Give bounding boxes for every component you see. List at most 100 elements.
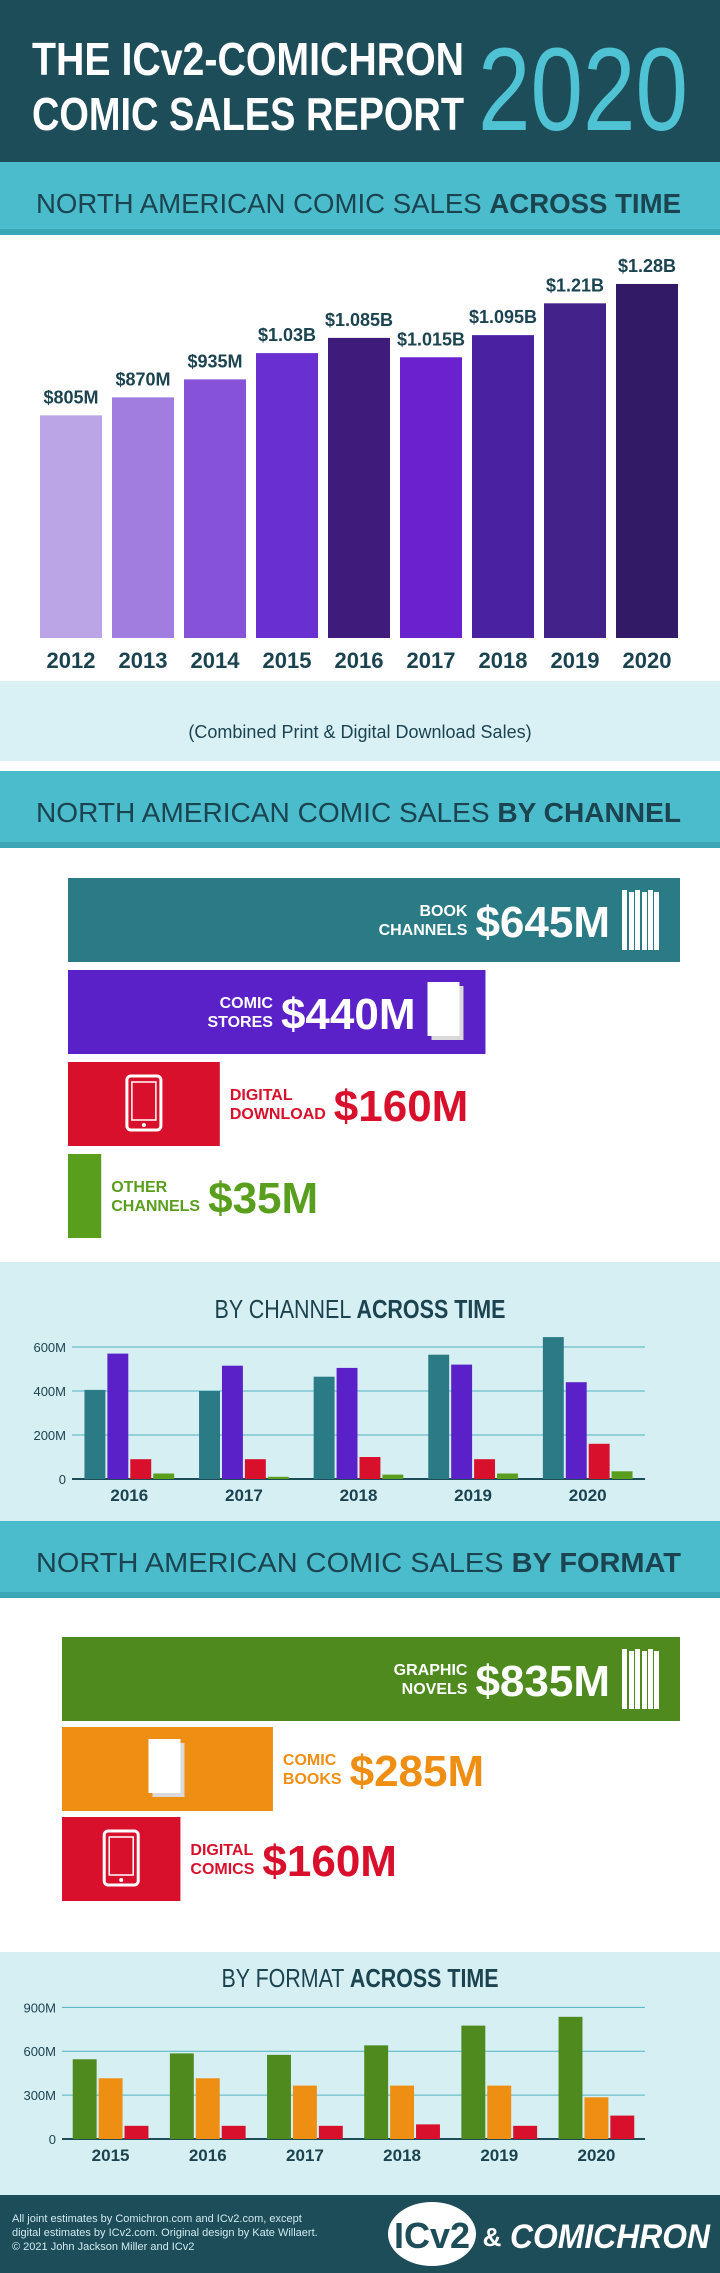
bar <box>107 1353 129 1479</box>
y-tick-label: 400M <box>33 1384 66 1399</box>
header-bg <box>0 0 720 162</box>
chart-subtitle: (Combined Print & Digital Download Sales… <box>188 722 531 742</box>
bar <box>124 2125 149 2139</box>
bar <box>72 2059 97 2139</box>
bar <box>244 1459 266 1479</box>
category-label: CHANNELS <box>111 1198 200 1215</box>
value-label: $285M <box>350 1747 485 1796</box>
category-label: DIGITAL <box>230 1087 293 1104</box>
bar <box>542 1337 564 1479</box>
category-label: COMICS <box>190 1861 254 1878</box>
x-tick-label: 2019 <box>454 1486 492 1505</box>
value-label: $935M <box>187 351 242 371</box>
x-tick-label: 2012 <box>47 648 96 673</box>
bar <box>400 357 462 638</box>
bar <box>84 1389 106 1479</box>
value-label: $870M <box>115 369 170 389</box>
value-label: $1.015B <box>397 329 465 349</box>
x-tick-label: 2017 <box>286 2146 324 2165</box>
footer-credit: digital estimates by ICv2.com. Original … <box>12 2227 318 2239</box>
x-tick-label: 2018 <box>479 648 528 673</box>
title-emphasis: ACROSS TIME <box>356 1294 505 1324</box>
section-band-edge <box>0 842 720 848</box>
icon <box>654 892 659 950</box>
bar <box>195 2078 220 2139</box>
value-label: $645M <box>475 898 610 947</box>
bar <box>153 1473 175 1479</box>
logo: COMICHRON <box>510 2218 711 2256</box>
bar <box>313 1376 335 1479</box>
icon <box>654 1651 659 1709</box>
section-title: NORTH AMERICAN COMIC SALES BY FORMAT <box>36 1547 681 1578</box>
bar <box>616 283 678 638</box>
bar <box>588 1443 610 1479</box>
title-emphasis: ACROSS TIME <box>489 188 681 219</box>
bar <box>565 1382 587 1479</box>
category-label: OTHER <box>111 1179 167 1196</box>
y-tick-label: 600M <box>33 1340 66 1355</box>
value-label: $160M <box>262 1837 397 1886</box>
bar <box>584 2097 609 2139</box>
header-title: THE ICv2-COMICHRON <box>32 33 464 85</box>
icon <box>629 892 634 950</box>
section-band-edge <box>0 229 720 235</box>
title-light: NORTH AMERICAN COMIC SALES <box>36 1547 504 1578</box>
category-label: BOOK <box>419 903 467 920</box>
section-band <box>0 771 720 848</box>
title-emphasis: BY CHANNEL <box>497 797 681 828</box>
footer-bg <box>0 2195 720 2273</box>
icon <box>102 1829 140 1887</box>
logo-bg <box>388 2202 476 2266</box>
subtitle-band <box>0 681 720 761</box>
icon <box>648 890 653 950</box>
bar <box>68 970 486 1054</box>
bar <box>359 1457 381 1479</box>
bar <box>292 2085 317 2139</box>
x-tick-label: 2019 <box>480 2146 518 2165</box>
y-tick-label: 200M <box>33 1428 66 1443</box>
value-label: $160M <box>334 1082 469 1131</box>
section-band-edge <box>0 1592 720 1598</box>
bar <box>40 415 102 638</box>
bar <box>184 379 246 638</box>
bar <box>199 1391 220 1479</box>
category-label: DIGITAL <box>190 1842 253 1859</box>
y-tick-label: 900M <box>23 2000 56 2015</box>
x-tick-label: 2016 <box>110 1486 148 1505</box>
bar <box>474 1459 496 1479</box>
bar <box>497 1473 518 1479</box>
icon <box>622 890 627 950</box>
section-band <box>0 1521 720 1598</box>
bar <box>98 2078 123 2139</box>
y-tick-label: 300M <box>23 2088 56 2103</box>
y-tick-label: 0 <box>49 2132 56 2147</box>
value-label: $1.21B <box>546 275 604 295</box>
icon <box>141 1123 146 1127</box>
chart-title: BY CHANNEL ACROSS TIME <box>215 1294 506 1324</box>
chart-title: BY FORMAT ACROSS TIME <box>222 1963 499 1993</box>
icon <box>119 1878 124 1882</box>
bar <box>610 2115 635 2139</box>
section-title: NORTH AMERICAN COMIC SALES ACROSS TIME <box>36 188 681 219</box>
bar <box>328 337 390 638</box>
title-emphasis: BY FORMAT <box>512 1547 681 1578</box>
category-label: DOWNLOAD <box>230 1106 326 1123</box>
bar <box>68 878 680 962</box>
header-year: 2020 <box>478 24 688 156</box>
x-tick-label: 2013 <box>119 648 168 673</box>
value-label: $1.095B <box>469 307 537 327</box>
title-light: NORTH AMERICAN COMIC SALES <box>36 188 482 219</box>
bar <box>62 1637 680 1721</box>
category-label: COMIC <box>220 995 274 1012</box>
category-label: GRAPHIC <box>394 1662 468 1679</box>
icon <box>427 982 460 1036</box>
value-label: $1.28B <box>618 256 676 276</box>
bar <box>221 2125 246 2139</box>
category-label: BOOKS <box>283 1771 342 1788</box>
x-tick-label: 2020 <box>623 648 672 673</box>
value-label: $440M <box>281 990 416 1039</box>
x-tick-label: 2020 <box>569 1486 607 1505</box>
bar <box>451 1364 473 1479</box>
bar <box>544 303 606 638</box>
